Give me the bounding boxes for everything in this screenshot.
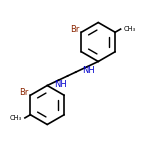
Text: CH₃: CH₃ — [123, 26, 135, 32]
Text: NH: NH — [54, 80, 67, 88]
Text: NH: NH — [82, 66, 95, 75]
Text: Br: Br — [19, 88, 29, 97]
Text: Br: Br — [70, 25, 80, 34]
Text: CH₃: CH₃ — [10, 115, 22, 121]
